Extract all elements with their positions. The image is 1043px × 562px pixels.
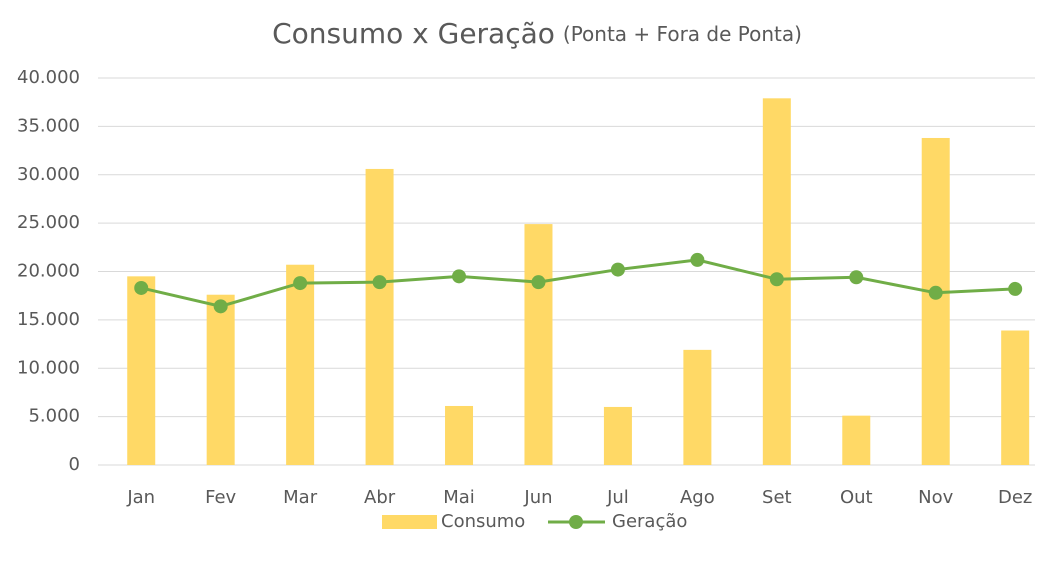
x-tick-label: Abr (364, 487, 396, 508)
y-tick-label: 5.000 (28, 406, 80, 427)
bar (683, 349, 712, 465)
y-tick-label: 35.000 (17, 115, 80, 136)
y-tick-label: 40.000 (17, 67, 80, 88)
bar (127, 276, 156, 465)
line-marker (610, 262, 625, 277)
bar (603, 406, 632, 465)
legend-marker (569, 515, 583, 529)
bar (445, 405, 474, 465)
x-tick-label: Nov (918, 487, 953, 508)
bar (524, 224, 553, 465)
y-tick-label: 25.000 (17, 212, 80, 233)
line-marker (134, 280, 149, 295)
x-tick-label: Ago (680, 487, 715, 508)
chart-subtitle: (Ponta + Fora de Ponta) (563, 22, 802, 46)
line-marker (293, 276, 308, 291)
line-marker (690, 252, 705, 267)
chart-title-group: Consumo x Geração (Ponta + Fora de Ponta) (272, 17, 802, 50)
line-marker (849, 270, 864, 285)
y-tick-label: 0 (69, 454, 80, 475)
line-marker (769, 272, 784, 287)
legend-label: Consumo (441, 511, 525, 532)
line-marker (1008, 281, 1023, 296)
y-tick-label: 20.000 (17, 261, 80, 282)
line-marker (928, 285, 943, 300)
x-tick-label: Set (762, 487, 792, 508)
bar (286, 264, 315, 465)
legend-label: Geração (612, 511, 687, 532)
line-marker (452, 269, 467, 284)
line-marker (213, 299, 228, 314)
bar (365, 168, 394, 465)
y-tick-label: 30.000 (17, 164, 80, 185)
bar (1001, 330, 1030, 465)
line-marker (372, 275, 387, 290)
y-tick-label: 10.000 (17, 357, 80, 378)
y-tick-label: 15.000 (17, 309, 80, 330)
x-tick-label: Jun (523, 487, 552, 508)
x-tick-label: Jul (606, 487, 629, 508)
line (140, 258, 1016, 308)
x-tick-label: Out (840, 487, 873, 508)
bar (206, 294, 235, 465)
x-tick-label: Dez (998, 487, 1032, 508)
bar (842, 415, 871, 465)
x-tick-label: Mai (443, 487, 475, 508)
x-tick-label: Jan (126, 487, 155, 508)
line-marker (531, 275, 546, 290)
legend-swatch (382, 515, 437, 529)
bar (921, 137, 950, 466)
chart-title: Consumo x Geração (272, 17, 555, 50)
x-tick-label: Fev (205, 487, 236, 508)
x-tick-label: Mar (283, 487, 318, 508)
